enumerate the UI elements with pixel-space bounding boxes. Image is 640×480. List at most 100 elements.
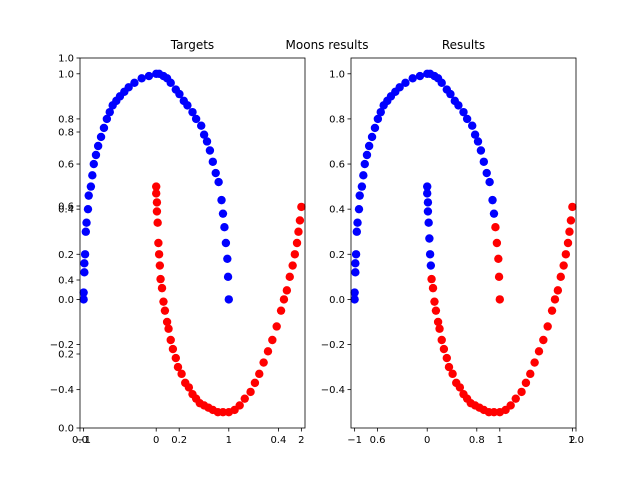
targets-point bbox=[255, 369, 264, 379]
results-point bbox=[431, 306, 441, 315]
targets-point bbox=[80, 268, 89, 277]
targets-ytick-label: 0.8 bbox=[58, 114, 74, 125]
targets-xtick-label: 1 bbox=[226, 435, 232, 446]
results-point bbox=[495, 295, 504, 304]
targets-xtick-label: 2 bbox=[298, 435, 304, 446]
targets-point bbox=[166, 335, 175, 345]
targets-point bbox=[290, 250, 300, 259]
targets-point bbox=[152, 198, 162, 207]
figure-suptitle: Moons results bbox=[286, 38, 369, 52]
targets-point bbox=[130, 78, 139, 88]
targets-point bbox=[177, 369, 186, 379]
overlay-xtick-label: 0.2 bbox=[171, 435, 187, 446]
targets-point bbox=[240, 394, 249, 403]
targets-point bbox=[214, 177, 223, 187]
results-point bbox=[553, 286, 563, 295]
targets-point bbox=[205, 146, 215, 155]
results-point bbox=[395, 83, 404, 92]
targets-ytick-label: 0.0 bbox=[58, 295, 74, 306]
targets-point bbox=[173, 362, 183, 372]
targets-point bbox=[156, 274, 165, 284]
results-point bbox=[439, 344, 449, 354]
results-point bbox=[470, 130, 480, 139]
overlay-xtick-label: 1.0 bbox=[568, 435, 584, 446]
results-point bbox=[351, 250, 361, 259]
targets-point bbox=[223, 272, 233, 282]
targets-point bbox=[84, 191, 93, 200]
results-point bbox=[355, 191, 364, 200]
results-ytick-label: 0.0 bbox=[329, 295, 345, 306]
targets-point bbox=[197, 121, 206, 130]
results-point bbox=[442, 353, 452, 363]
results-point bbox=[539, 335, 548, 345]
results-point bbox=[426, 261, 436, 270]
results-point bbox=[425, 250, 435, 259]
results-point bbox=[479, 157, 489, 166]
targets-point bbox=[96, 132, 106, 142]
results-point bbox=[488, 195, 497, 205]
targets-point bbox=[175, 89, 184, 99]
targets-point bbox=[294, 227, 303, 236]
targets-point bbox=[153, 218, 162, 227]
results-ytick-label: 0.2 bbox=[329, 250, 345, 261]
targets-point bbox=[208, 157, 218, 166]
overlay-ytick-label: 0.8 bbox=[58, 128, 74, 139]
targets-point bbox=[285, 272, 294, 282]
targets-point bbox=[202, 137, 212, 146]
results-point bbox=[530, 358, 539, 367]
targets-point bbox=[168, 344, 178, 354]
results-point bbox=[428, 283, 438, 293]
targets-point bbox=[79, 295, 88, 304]
targets-point bbox=[235, 401, 244, 410]
results-point bbox=[423, 198, 433, 207]
targets-point bbox=[188, 107, 197, 117]
targets-point bbox=[217, 195, 226, 205]
results-ytick-label: −0.2 bbox=[321, 340, 345, 351]
results-point bbox=[468, 121, 477, 130]
overlay-axes: 0.0 0.2 0.4 0.6 0.8 1.00.00.20.40.60.81.0 bbox=[58, 54, 584, 447]
targets-point bbox=[272, 322, 281, 331]
results-point bbox=[568, 202, 577, 212]
targets-point bbox=[220, 223, 229, 232]
overlay-xtick-label: 0.6 bbox=[370, 435, 386, 446]
targets-point bbox=[223, 254, 232, 263]
targets-ytick-label: −0.4 bbox=[50, 385, 74, 396]
overlay-xtick-label: 0.4 bbox=[270, 435, 286, 446]
overlay-xtick-label: 0.0 bbox=[72, 435, 88, 446]
targets-point bbox=[137, 74, 146, 83]
results-point bbox=[427, 274, 436, 284]
overlay-ytick-label: 1.0 bbox=[58, 54, 74, 65]
results-point bbox=[526, 369, 535, 379]
targets-point bbox=[83, 204, 93, 214]
results-point bbox=[370, 123, 380, 133]
results-point bbox=[489, 408, 499, 417]
results-point bbox=[476, 146, 486, 155]
results-point bbox=[357, 182, 367, 191]
results-title: Results bbox=[442, 38, 485, 52]
targets-point bbox=[154, 250, 164, 259]
targets-point bbox=[80, 250, 90, 259]
targets-point bbox=[246, 387, 255, 397]
targets-point bbox=[124, 83, 133, 92]
results-point bbox=[494, 272, 504, 282]
results-point bbox=[511, 394, 520, 403]
results-point bbox=[423, 189, 432, 198]
targets-point bbox=[154, 238, 163, 248]
results-point bbox=[433, 317, 443, 327]
results-point bbox=[415, 71, 425, 81]
targets-ytick-label: 0.6 bbox=[58, 160, 74, 171]
results-point bbox=[362, 150, 372, 160]
results-point bbox=[485, 177, 494, 187]
results-panel: −1 0 1 2 −0.4 −0.2 0.0 0.2 0.4 0.6 0.8 1.0 Results bbox=[321, 38, 577, 446]
results-point bbox=[566, 216, 576, 225]
results-point bbox=[373, 114, 383, 124]
targets-ytick-label: −0.2 bbox=[50, 340, 74, 351]
results-point bbox=[534, 347, 544, 356]
targets-point bbox=[102, 114, 112, 124]
results-point bbox=[559, 261, 568, 270]
targets-point bbox=[89, 159, 98, 169]
targets-point bbox=[221, 238, 231, 248]
targets-point bbox=[292, 238, 302, 248]
targets-point bbox=[276, 306, 286, 315]
targets-point bbox=[160, 306, 170, 315]
